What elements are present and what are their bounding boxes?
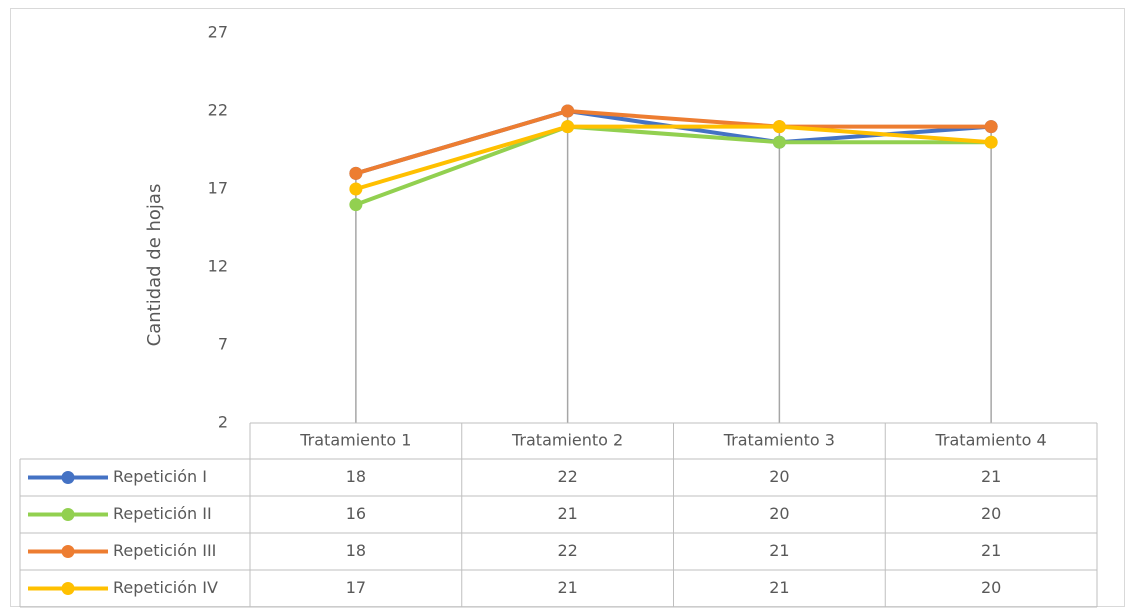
legend-marker xyxy=(61,582,75,595)
table-value: 22 xyxy=(557,467,577,486)
table-value: 20 xyxy=(981,578,1001,597)
table-value: 22 xyxy=(557,541,577,560)
x-tick-label: Tratamiento 3 xyxy=(723,431,835,450)
x-tick-label: Tratamiento 1 xyxy=(299,431,411,450)
point xyxy=(561,104,575,118)
y-axis-label: Cantidad de hojas xyxy=(144,184,165,347)
point xyxy=(984,120,998,134)
table-value: 18 xyxy=(346,467,366,486)
legend-marker xyxy=(61,545,75,558)
legend-label: Repetición I xyxy=(113,467,207,486)
table-value: 21 xyxy=(981,467,1001,486)
y-tick-label: 27 xyxy=(208,23,228,42)
y-tick-label: 7 xyxy=(218,335,228,354)
x-tick-label: Tratamiento 2 xyxy=(511,431,623,450)
table-value: 20 xyxy=(769,467,789,486)
legend-label: Repetición III xyxy=(113,541,216,560)
table-value: 21 xyxy=(769,541,789,560)
legend-marker xyxy=(61,508,75,521)
table-value: 20 xyxy=(769,504,789,523)
table-value: 21 xyxy=(557,504,577,523)
point xyxy=(349,182,363,196)
table-value: 18 xyxy=(346,541,366,560)
point xyxy=(772,120,786,134)
series-line xyxy=(355,124,992,191)
y-tick-label: 12 xyxy=(208,257,228,276)
series-line xyxy=(355,109,992,176)
y-tick-label: 22 xyxy=(208,101,228,120)
legend-label: Repetición II xyxy=(113,504,212,523)
point xyxy=(772,135,786,149)
table-value: 20 xyxy=(981,504,1001,523)
point xyxy=(984,135,998,149)
x-tick-label: Tratamiento 4 xyxy=(935,431,1047,450)
y-tick-label: 17 xyxy=(208,179,228,198)
legend-label: Repetición IV xyxy=(113,578,218,597)
table-value: 21 xyxy=(981,541,1001,560)
series-line xyxy=(355,124,992,207)
legend-marker xyxy=(61,471,75,484)
point xyxy=(349,198,363,212)
table-value: 21 xyxy=(769,578,789,597)
point xyxy=(561,120,575,134)
table-value: 17 xyxy=(346,578,366,597)
y-tick-label: 2 xyxy=(218,413,228,432)
point xyxy=(349,166,363,180)
table-value: 16 xyxy=(346,504,366,523)
table-value: 21 xyxy=(557,578,577,597)
